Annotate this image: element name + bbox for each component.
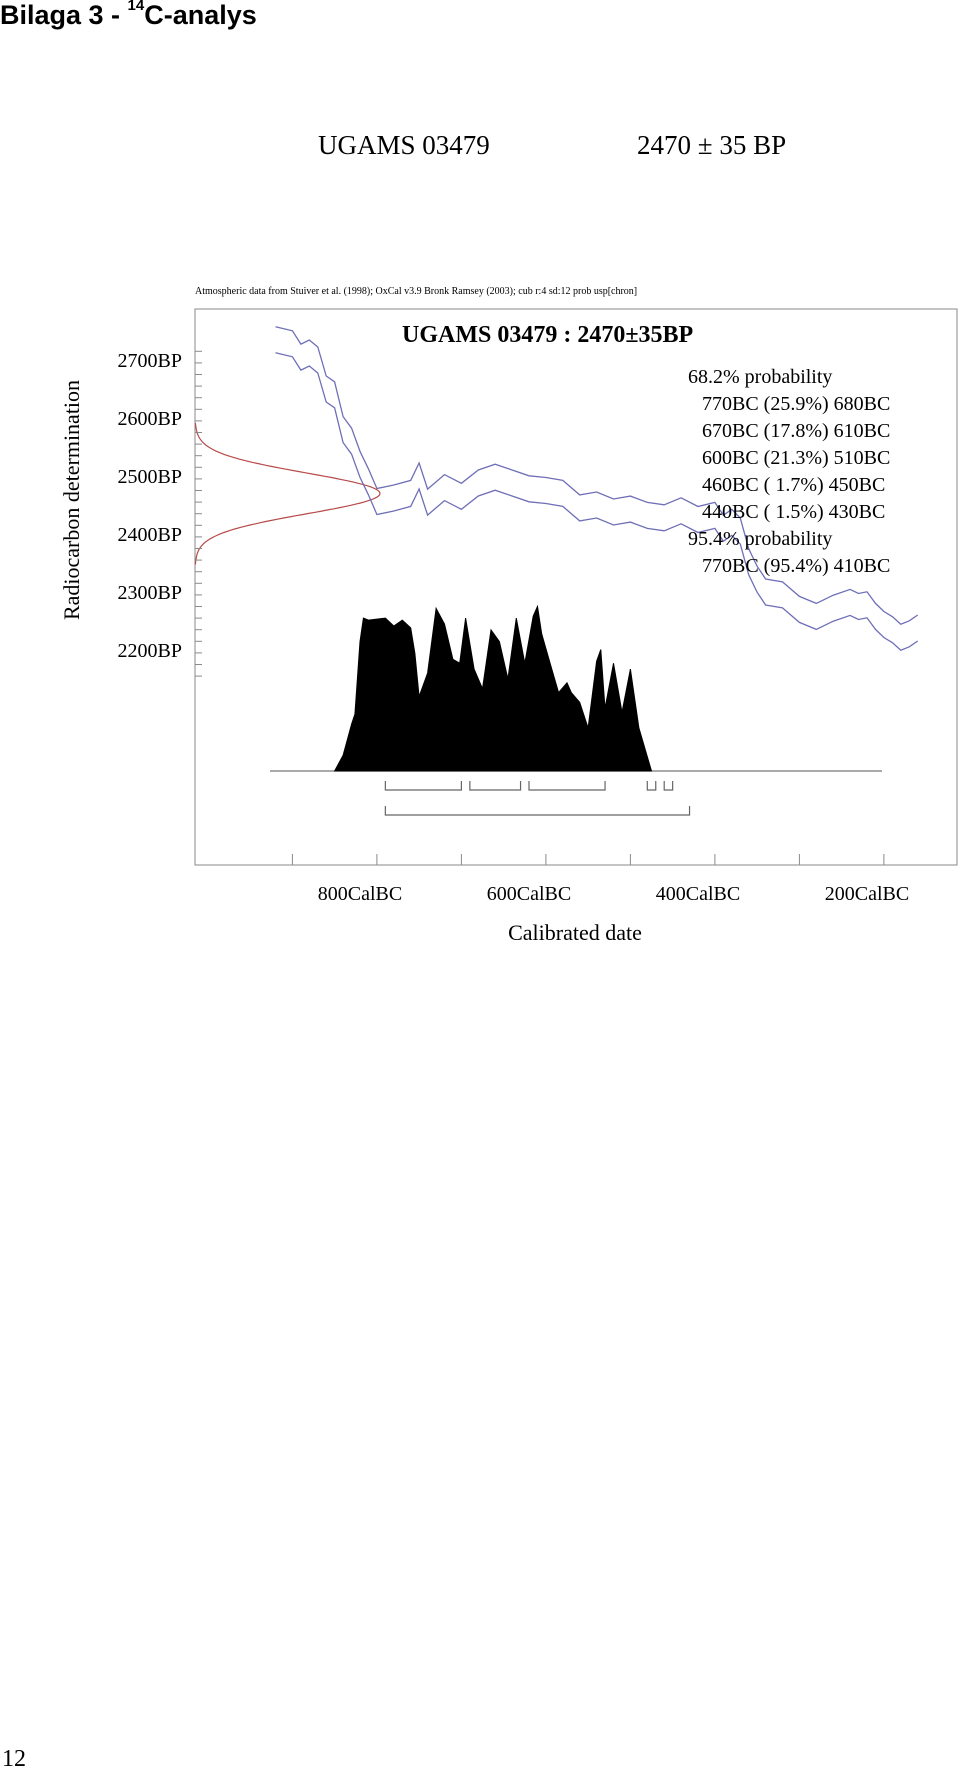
range-68-bracket	[384, 781, 462, 791]
y-axis-label: Radiocarbon determination	[59, 380, 84, 620]
heading-prefix: Bilaga 3 -	[0, 0, 128, 30]
range-95-bracket	[384, 806, 691, 816]
y-tick-label: 2300BP	[118, 582, 182, 604]
chart-frame	[194, 308, 958, 866]
prob-range-68-1: 770BC (25.9%) 680BC	[702, 393, 890, 415]
range-68-bracket	[469, 781, 522, 791]
sample-age: 2470 ± 35 BP	[637, 130, 787, 160]
calibrated-probability	[270, 604, 882, 772]
prob-heading-68: 68.2% probability	[688, 366, 832, 388]
page-number: 12	[2, 1746, 26, 1772]
appendix-heading: Bilaga 3 - 14C-analys	[0, 0, 257, 31]
y-tick-label: 2600BP	[118, 408, 182, 430]
prob-range-68-3: 600BC (21.3%) 510BC	[702, 447, 890, 469]
heading-superscript: 14	[127, 0, 145, 14]
plot-frame	[194, 308, 958, 866]
measurement-curve	[194, 422, 381, 565]
prob-heading-95: 95.4% probability	[688, 528, 832, 550]
x-tick-label: 400CalBC	[656, 883, 740, 905]
range-68-bracket	[663, 781, 674, 791]
x-axis-label: Calibrated date	[508, 920, 642, 945]
probability-area	[333, 604, 653, 772]
prob-range-68-4: 460BC ( 1.7%) 450BC	[702, 474, 885, 496]
calibration-curve-lower	[275, 352, 919, 651]
measurement-distribution	[194, 422, 381, 565]
y-tick-label: 2500BP	[118, 466, 182, 488]
y-tick-label: 2700BP	[118, 350, 182, 372]
axes: 2700BP 2600BP 2500BP 2400BP 2300BP 2200BP 800C…	[118, 350, 910, 905]
source-note: Atmospheric data from Stuiver et al. (19…	[195, 286, 638, 297]
prob-range-68-2: 670BC (17.8%) 610BC	[702, 420, 890, 442]
sample-title: UGAMS 03479	[318, 130, 490, 160]
chart-text: UGAMS 03479 : 2470±35BP 68.2% probabilit…	[59, 322, 890, 945]
heading-suffix: C-analys	[144, 0, 257, 30]
range-68-bracket	[646, 781, 657, 791]
y-tick-label: 2400BP	[118, 524, 182, 546]
prob-range-95-1: 770BC (95.4%) 410BC	[702, 555, 890, 577]
x-tick-label: 200CalBC	[825, 883, 909, 905]
y-tick-label: 2200BP	[118, 640, 182, 662]
probability-ranges	[384, 781, 691, 816]
calibration-curve	[275, 326, 919, 651]
range-68-bracket	[528, 781, 606, 791]
x-tick-label: 600CalBC	[487, 883, 571, 905]
chart-title: UGAMS 03479 : 2470±35BP	[402, 322, 693, 348]
calibration-curve-upper	[275, 326, 919, 625]
prob-range-68-5: 440BC ( 1.5%) 430BC	[702, 501, 885, 523]
x-tick-label: 800CalBC	[318, 883, 402, 905]
